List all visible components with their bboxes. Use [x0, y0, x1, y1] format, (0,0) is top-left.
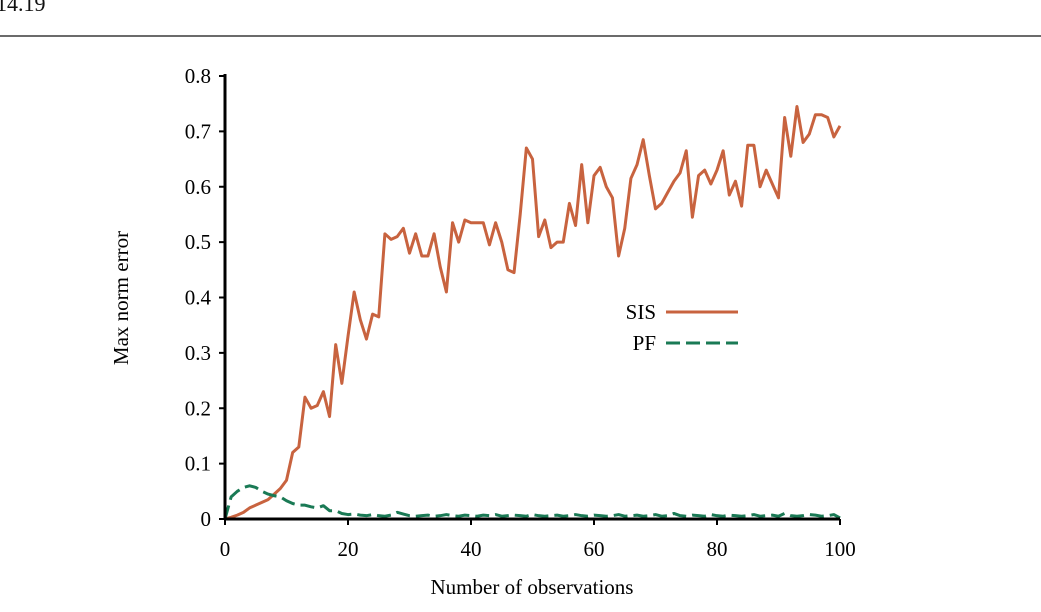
series-layer: [223, 104, 842, 521]
series-line-sis: [224, 104, 842, 521]
legend-label-sis: SIS: [626, 300, 656, 324]
x-tick-label: 20: [338, 537, 359, 561]
y-tick-label: 0.8: [185, 64, 211, 88]
x-tick-label: 60: [584, 537, 605, 561]
header-divider: [0, 35, 1041, 37]
legend-label-pf: PF: [633, 331, 656, 355]
legend: SIS PF: [626, 300, 738, 355]
figure-label: 14.19: [0, 0, 46, 16]
y-tick-label: 0.4: [185, 286, 212, 310]
axes-layer: 0 20 40 60 80 100 0 0.1 0.2 0.3 0.4 0.5 0.6 0.7 0.8: [185, 64, 856, 561]
y-tick-label: 0.2: [185, 396, 211, 420]
y-tick-label: 0.7: [185, 119, 211, 143]
x-tick-label: 0: [220, 537, 231, 561]
x-axis-label: Number of observations: [431, 575, 634, 599]
y-tick-label: 0.1: [185, 452, 211, 476]
x-tick-label: 40: [461, 537, 482, 561]
series-line-pf: [223, 484, 841, 520]
x-tick-label: 100: [824, 537, 856, 561]
y-axis-label: Max norm error: [109, 231, 133, 365]
y-tick-label: 0.5: [185, 230, 211, 254]
y-tick-label: 0.6: [185, 175, 211, 199]
x-tick-label: 80: [707, 537, 728, 561]
y-tick-label: 0.3: [185, 341, 211, 365]
y-tick-label: 0: [201, 507, 212, 531]
